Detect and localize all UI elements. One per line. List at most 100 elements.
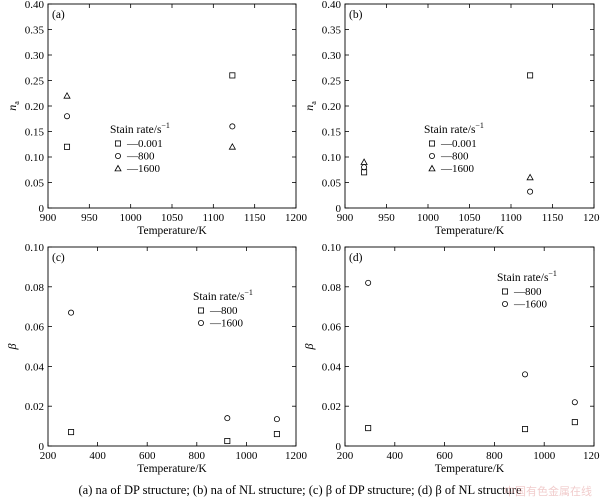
x-tick-label: 400 [89,450,106,462]
data-point-circle [361,164,368,171]
legend-marker-circle [428,152,435,159]
legend-entry-label: —1600 [209,318,244,330]
y-tick-label: 0.02 [322,401,341,413]
legend-title-text: Stain rate/s [424,124,476,136]
y-axis-label-main: β [302,343,316,350]
y-tick-label: 0.40 [25,0,45,11]
legend-title-superscript: −1 [161,121,170,130]
y-tick-label: 0.04 [322,361,342,373]
y-axis-label: β [5,343,19,350]
data-point-square [365,425,372,432]
y-tick-label: 0.02 [25,401,44,413]
legend-title: Stain rate/s−1 [110,121,170,136]
y-tick-label: 0.25 [25,76,45,88]
x-tick-label: 1100 [500,212,522,224]
y-tick-label: 0 [336,203,342,215]
legend-marker-triangle [428,164,436,172]
panel-label: (b) [349,9,363,21]
legend-marker-circle [115,152,122,159]
y-tick-label: 0.30 [322,50,342,62]
x-axis-label: Temperature/K [435,225,505,237]
data-point-square [273,431,280,438]
legend-title-text: Stain rate/s [110,124,162,136]
y-tick-label: 0.06 [322,322,342,334]
data-point-circle [64,113,71,120]
y-tick-label: 0.05 [322,178,342,190]
data-point-circle [224,415,231,422]
x-tick-label: 200 [337,450,354,462]
data-point-circle [229,123,236,130]
legend-marker-square [428,140,435,147]
x-tick-label: 900 [337,212,354,224]
plot-frame [47,246,297,447]
y-axis-label: β [302,343,316,350]
y-tick-label: 0.08 [322,282,342,294]
data-point-triangle [360,158,368,165]
data-point-triangle [526,173,534,181]
legend-entry-label: —800 [440,151,469,163]
data-point-circle [522,371,529,378]
x-tick-label: 1200 [285,450,308,462]
legend-entry-label: —0.001 [440,138,477,150]
legend-title: Stain rate/s−1 [193,288,253,303]
data-point-square [571,419,578,426]
legend-entry-label: —1600 [440,163,475,175]
plot-frame [47,3,297,209]
x-tick-label: 200 [40,450,57,462]
data-point-triangle [63,91,71,99]
legend-marker-circle [197,319,204,326]
data-point-circle [571,399,578,406]
y-axis-label-subscript: a [12,101,21,105]
data-point-circle [527,188,534,195]
y-tick-label: 0.35 [25,25,45,37]
x-axis-label: Temperature/K [137,225,207,237]
chart-panel-1: 900 950 1000 1050 1100 1150 1200 0 0.05 0.10 0.15 0… [5,0,308,237]
data-point-triangle [228,142,237,150]
legend-entry-label: —800 [209,305,238,317]
x-tick-label: 1200 [583,450,600,462]
y-tick-label: 0 [336,441,342,453]
x-tick-label: 600 [436,450,453,462]
legend-marker-circle [501,300,508,307]
chart-panel-2: 900 950 1000 1050 1100 1150 1200 0 0.05 0.10 0.15 0… [302,0,600,237]
data-point-square [224,438,231,445]
legend-title: Stain rate/s−1 [424,121,484,136]
y-tick-label: 0.10 [322,152,342,164]
legend-title-text: Stain rate/s [193,291,245,303]
y-axis-label: na [5,101,21,111]
y-tick-label: 0.10 [25,152,45,164]
y-axis-label-subscript: a [309,101,318,105]
x-tick-label: 1000 [120,212,143,224]
y-tick-label: 0.05 [25,178,45,190]
x-tick-label: 1050 [161,212,184,224]
chart-panel-4: 200 400 600 800 1000 1200 0 0.02 0.04 0.06 0.08 0.1… [302,242,600,475]
legend-title-text: Stain rate/s [497,272,549,284]
x-axis-label: Temperature/K [137,463,207,475]
data-point-circle [68,309,75,316]
y-tick-label: 0.35 [322,25,342,37]
y-tick-label: 0.04 [25,361,45,373]
x-tick-label: 950 [81,212,98,224]
x-axis-label: Temperature/K [435,463,505,475]
x-tick-label: 950 [378,212,395,224]
legend-marker-triangle [114,164,122,172]
legend-entry-label: —800 [513,286,542,298]
legend-marker-square [501,288,508,295]
legend-entry-label: —1600 [513,299,548,311]
x-tick-label: 400 [387,450,404,462]
legend-title-superscript: −1 [244,288,253,297]
y-tick-label: 0.15 [25,127,45,139]
legend-marker-square [197,307,204,314]
y-tick-label: 0.10 [322,242,342,254]
y-tick-label: 0.25 [322,76,342,88]
data-point-square [68,429,75,436]
panel-label: (d) [349,252,363,264]
legend-entry-label: —800 [126,151,155,163]
x-tick-label: 1050 [459,212,482,224]
chart-panel-3: 200 400 600 800 1000 1200 0 0.02 0.04 0.06 0.08 0.1… [5,242,308,475]
legend-title: Stain rate/s−1 [497,269,557,284]
y-axis-label-main: n [5,105,19,111]
x-tick-label: 1200 [583,212,600,224]
